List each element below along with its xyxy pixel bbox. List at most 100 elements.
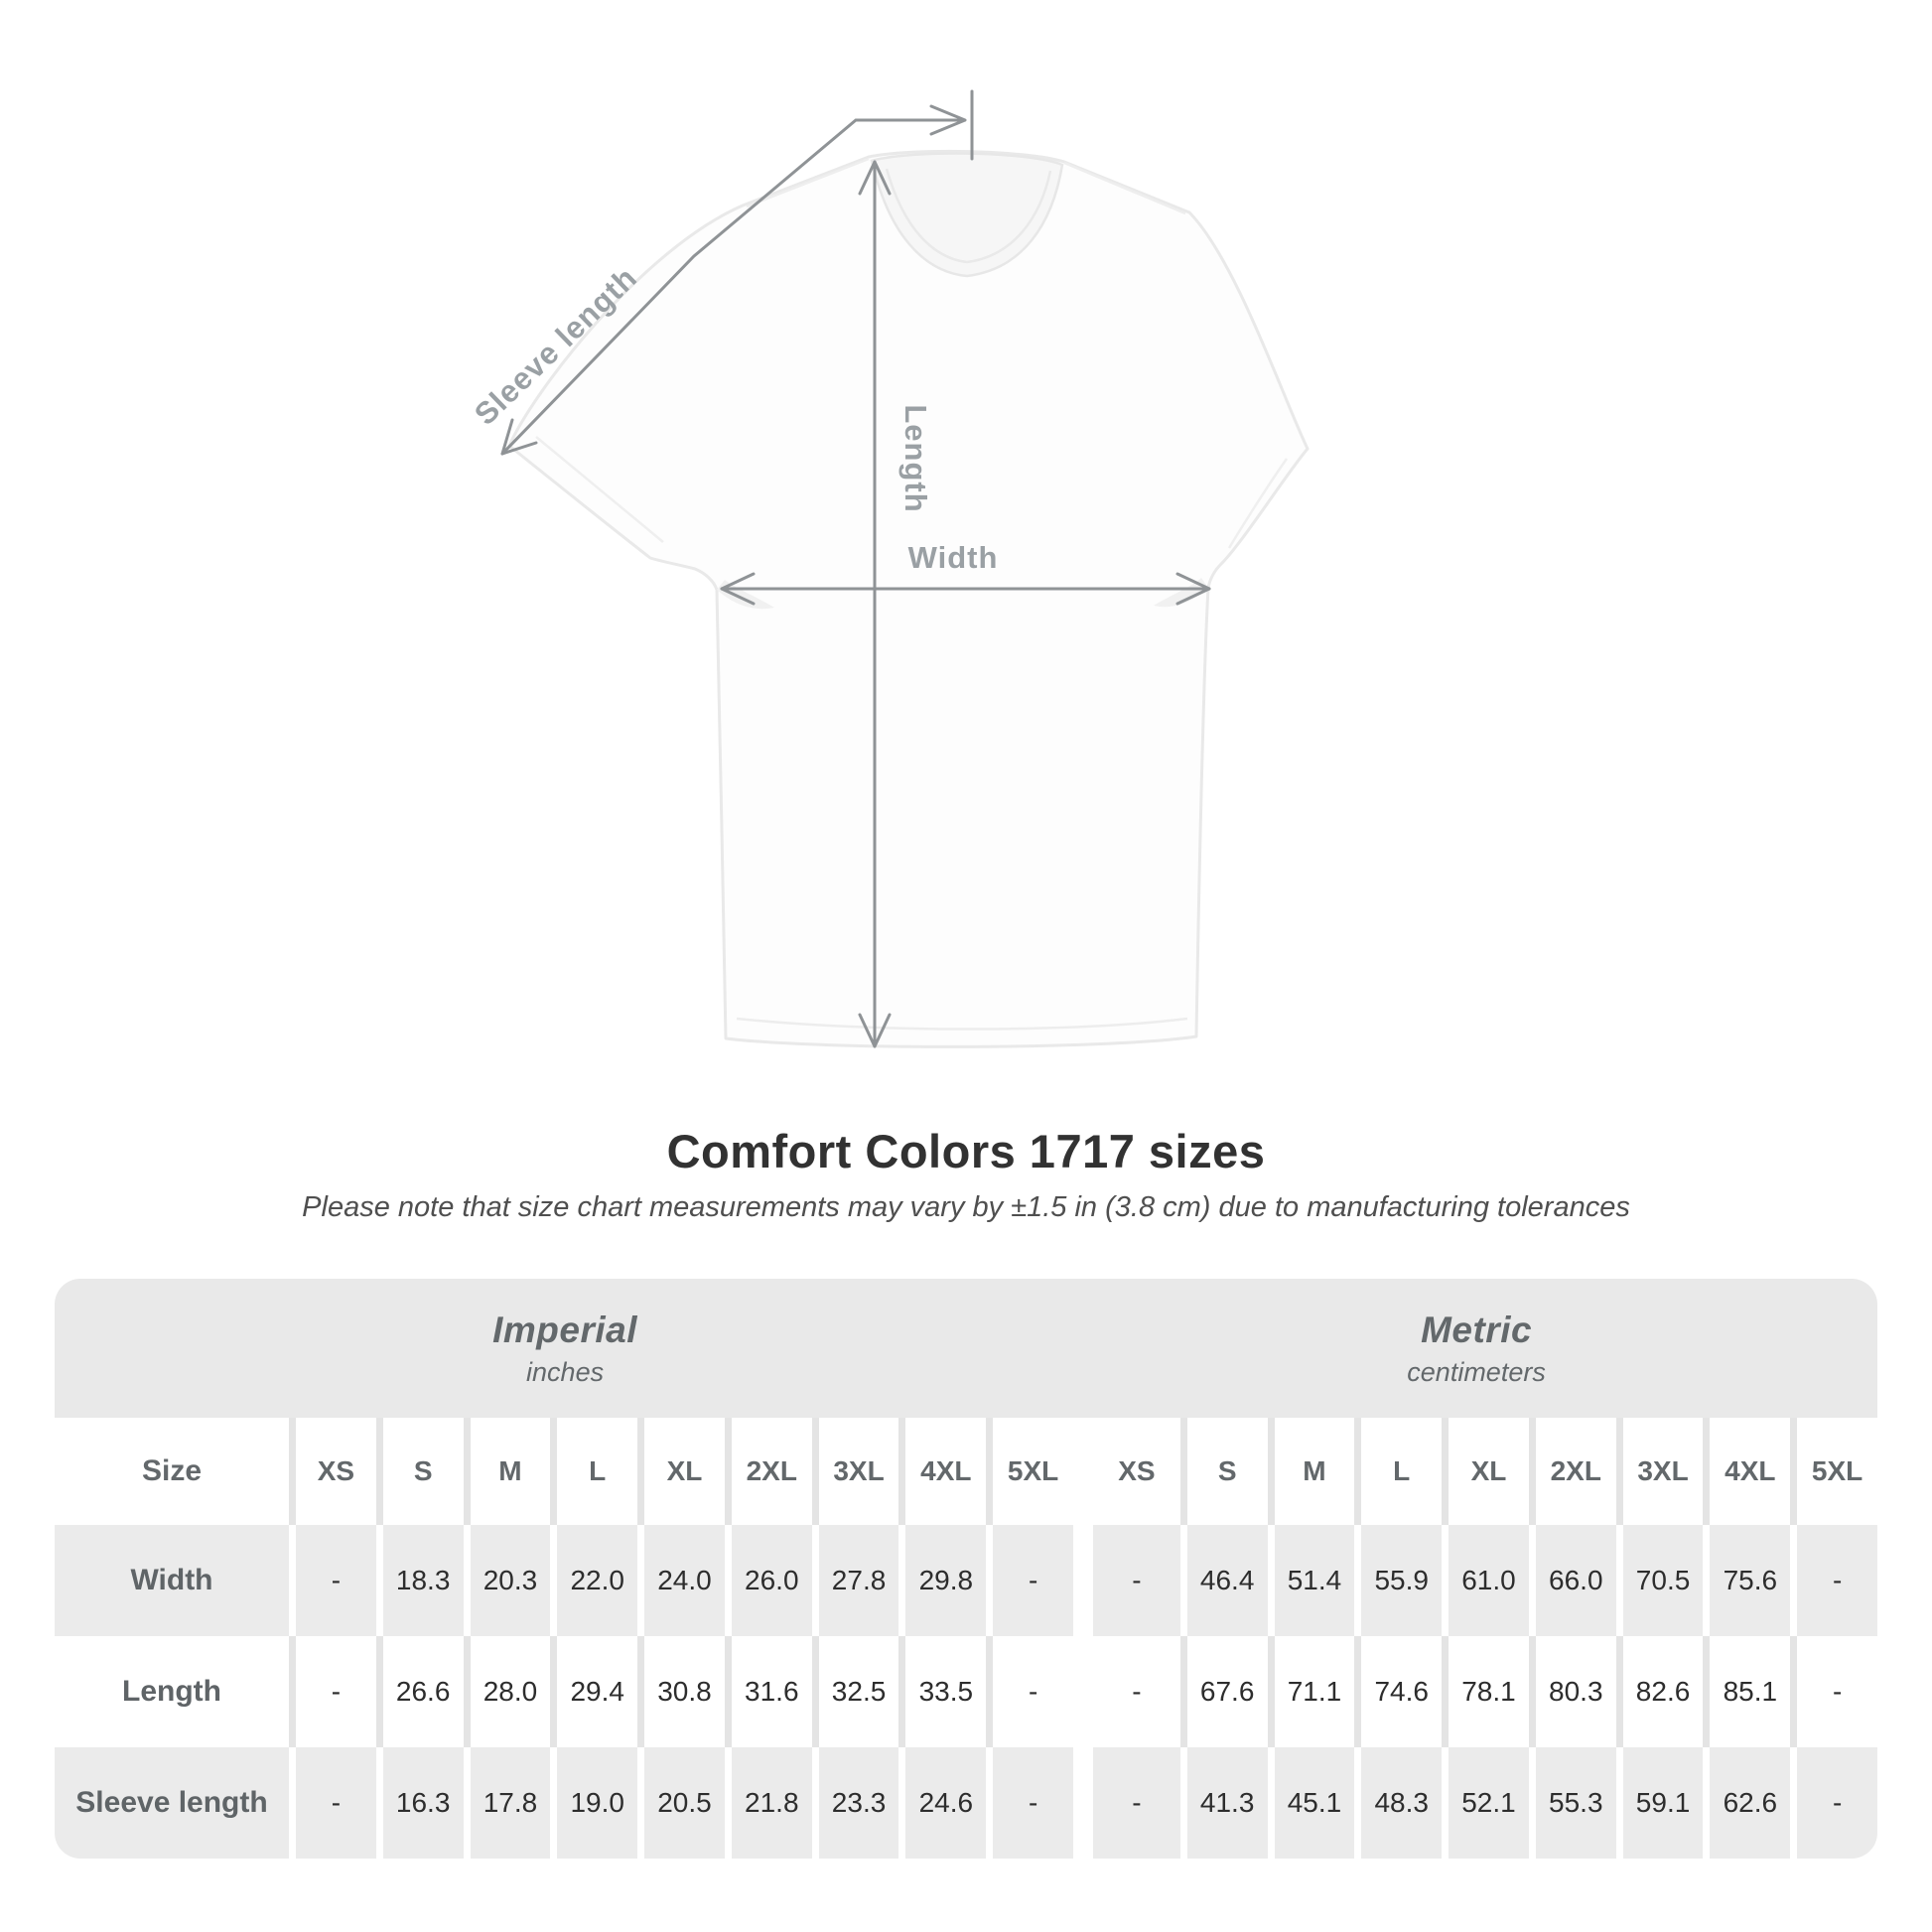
sleeve-metric-xs: - [1093,1747,1180,1859]
column-header-size: Size [55,1418,289,1525]
length-metric-l: 74.6 [1354,1636,1443,1747]
width-metric-5xl: - [1790,1525,1877,1636]
sleeve-metric-xl: 52.1 [1442,1747,1529,1859]
length-imperial-4xl: 33.5 [898,1636,987,1747]
column-header-metric-l: L [1354,1418,1443,1525]
column-header-imperial-xs: XS [289,1418,376,1525]
column-header-metric-xl: XL [1442,1418,1529,1525]
imperial-label: Imperial [492,1309,638,1350]
length-imperial-5xl: - [986,1636,1073,1747]
length-metric-xl: 78.1 [1442,1636,1529,1747]
width-arrow [720,572,1211,606]
sleeve-imperial-5xl: - [986,1747,1073,1859]
length-metric-m: 71.1 [1267,1636,1355,1747]
section-divider [1073,1418,1093,1525]
sleeve-metric-s: 41.3 [1179,1747,1268,1859]
length-imperial-s: 26.6 [375,1636,464,1747]
tolerance-note: Please note that size chart measurements… [302,1191,1630,1223]
width-imperial-5xl: - [986,1525,1073,1636]
column-header-imperial-s: S [375,1418,464,1525]
width-metric-m: 51.4 [1267,1525,1355,1636]
sleeve-imperial-3xl: 23.3 [811,1747,899,1859]
width-metric-xl: 61.0 [1442,1525,1529,1636]
length-imperial-l: 29.4 [550,1636,638,1747]
sleeve-metric-m: 45.1 [1267,1747,1355,1859]
sleeve-imperial-m: 17.8 [463,1747,551,1859]
width-metric-2xl: 66.0 [1528,1525,1616,1636]
length-metric-4xl: 85.1 [1703,1636,1791,1747]
size-table: Imperial inches Metric centimeters Size … [55,1279,1877,1859]
sleeve-imperial-2xl: 21.8 [724,1747,812,1859]
column-header-metric-4xl: 4XL [1703,1418,1791,1525]
column-header-imperial-4xl: 4XL [898,1418,987,1525]
width-metric-xs: - [1093,1525,1180,1636]
width-imperial-xs: - [289,1525,376,1636]
table-group-header: Imperial inches Metric centimeters [55,1279,1877,1418]
width-metric-s: 46.4 [1179,1525,1268,1636]
column-header-metric-3xl: 3XL [1615,1418,1704,1525]
section-divider [1073,1636,1093,1747]
imperial-group-header: Imperial inches [55,1279,1075,1418]
width-metric-l: 55.9 [1354,1525,1443,1636]
width-imperial-4xl: 29.8 [898,1525,987,1636]
length-imperial-2xl: 31.6 [724,1636,812,1747]
tshirt-illustration: Sleeve length Length Width [468,89,1310,1048]
sleeve-imperial-xs: - [289,1747,376,1859]
length-metric-xs: - [1093,1636,1180,1747]
sleeve-metric-l: 48.3 [1354,1747,1443,1859]
column-header-metric-s: S [1179,1418,1268,1525]
column-header-imperial-l: L [550,1418,638,1525]
width-label: Width [908,540,999,575]
width-imperial-m: 20.3 [463,1525,551,1636]
tshirt-body-shape [507,149,1310,1048]
page-title: Comfort Colors 1717 sizes [666,1125,1266,1177]
length-imperial-xl: 30.8 [637,1636,725,1747]
length-metric-3xl: 82.6 [1615,1636,1704,1747]
measurement-arrows [500,89,1211,1048]
column-header-imperial-2xl: 2XL [724,1418,812,1525]
length-arrow [858,160,892,1048]
metric-group-header: Metric centimeters [1075,1279,1877,1418]
metric-label: Metric [1421,1309,1533,1350]
column-header-imperial-m: M [463,1418,551,1525]
width-metric-4xl: 75.6 [1703,1525,1791,1636]
width-imperial-l: 22.0 [550,1525,638,1636]
length-imperial-m: 28.0 [463,1636,551,1747]
length-metric-s: 67.6 [1179,1636,1268,1747]
size-header-row: Size XS S M L XL 2XL 3XL 4XL 5XL XS S M … [55,1418,1877,1525]
length-imperial-3xl: 32.5 [811,1636,899,1747]
table-row-sleeve-length: Sleeve length - 16.3 17.8 19.0 20.5 21.8… [55,1747,1877,1859]
column-header-metric-xs: XS [1093,1418,1180,1525]
column-header-metric-m: M [1267,1418,1355,1525]
sleeve-metric-4xl: 62.6 [1703,1747,1791,1859]
sleeve-imperial-4xl: 24.6 [898,1747,987,1859]
length-imperial-xs: - [289,1636,376,1747]
table-row-length: Length - 26.6 28.0 29.4 30.8 31.6 32.5 3… [55,1636,1877,1747]
sleeve-metric-3xl: 59.1 [1615,1747,1704,1859]
column-header-metric-2xl: 2XL [1528,1418,1616,1525]
imperial-unit-label: inches [526,1356,605,1387]
column-header-imperial-3xl: 3XL [811,1418,899,1525]
width-imperial-s: 18.3 [375,1525,464,1636]
row-label-sleeve-length: Sleeve length [55,1747,289,1859]
length-metric-5xl: - [1790,1636,1877,1747]
metric-unit-label: centimeters [1407,1356,1546,1387]
column-header-imperial-5xl: 5XL [986,1418,1073,1525]
width-metric-3xl: 70.5 [1615,1525,1704,1636]
table-row-width: Width - 18.3 20.3 22.0 24.0 26.0 27.8 29… [55,1525,1877,1636]
column-header-metric-5xl: 5XL [1790,1418,1877,1525]
sleeve-imperial-xl: 20.5 [637,1747,725,1859]
sleeve-metric-5xl: - [1790,1747,1877,1859]
width-imperial-3xl: 27.8 [811,1525,899,1636]
length-label: Length [898,404,933,512]
sleeve-imperial-l: 19.0 [550,1747,638,1859]
length-metric-2xl: 80.3 [1528,1636,1616,1747]
row-label-length: Length [55,1636,289,1747]
tshirt-measurement-diagram: Sleeve length Length Width [468,89,1310,1048]
row-label-width: Width [55,1525,289,1636]
sleeve-metric-2xl: 55.3 [1528,1747,1616,1859]
sleeve-length-arrow [500,89,974,456]
sleeve-imperial-s: 16.3 [375,1747,464,1859]
width-imperial-xl: 24.0 [637,1525,725,1636]
